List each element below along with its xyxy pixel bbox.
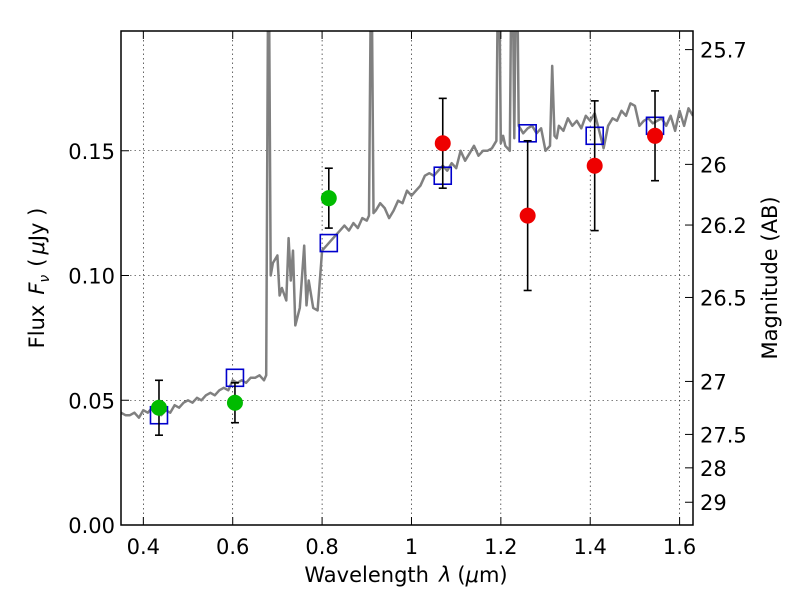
y-tick-label: 0.00: [68, 514, 115, 538]
y-tick-label: 0.10: [68, 265, 115, 289]
spectrum-line: [121, 31, 693, 419]
x-tick-label: 1.4: [574, 535, 607, 559]
mag-tick-label: 27: [700, 370, 727, 394]
photometry-point: [519, 207, 536, 224]
mag-tick-label: 26.5: [700, 286, 747, 310]
points-layer: [149, 90, 665, 436]
y2-axis-label: Magnitude (AB): [758, 196, 782, 359]
photometry-point: [586, 157, 603, 174]
photometry-point: [320, 190, 337, 207]
x-tick-label: 0.8: [305, 535, 338, 559]
grid-lines: [121, 31, 693, 526]
photometry-point: [647, 127, 664, 144]
x-axis-label: Wavelength λ (μm): [304, 563, 507, 587]
ticks-layer: 0.4 0.6 0.8 1 1.2 1.4 1.6 0.00 0.05 0.10 0.15 25.7 2…: [68, 31, 747, 559]
spectrum-layer: [121, 31, 693, 419]
model-square: [319, 233, 339, 253]
x-tick-label: 1: [405, 535, 418, 559]
photometry-point: [226, 394, 243, 411]
y-tick-label: 0.15: [68, 140, 115, 164]
mag-tick-label: 26: [700, 153, 727, 177]
mag-tick-label: 29: [700, 491, 727, 515]
y-axis-label: FluxFν(μJy ): [25, 208, 53, 349]
photometry-point: [434, 135, 451, 152]
mag-tick-label: 28: [700, 457, 727, 481]
plot-frame: [120, 30, 694, 526]
x-tick-label: 1.2: [484, 535, 517, 559]
photometry-point: [150, 399, 167, 416]
x-tick-label: 1.6: [663, 535, 696, 559]
mag-tick-label: 26.2: [700, 214, 747, 238]
y-tick-label: 0.05: [68, 389, 115, 413]
x-tick-label: 0.4: [127, 535, 160, 559]
mag-tick-label: 27.5: [700, 423, 747, 447]
mag-tick-label: 25.7: [700, 39, 747, 63]
x-tick-label: 0.6: [216, 535, 249, 559]
